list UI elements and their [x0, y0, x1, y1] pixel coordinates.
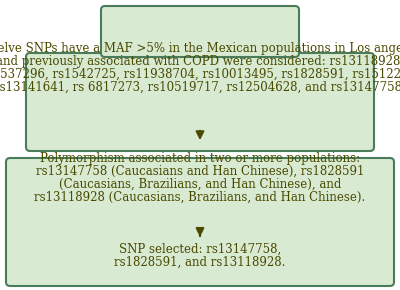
Text: rs13141641, rs 6817273, rs10519717, rs12504628, and rs13147758.: rs13141641, rs 6817273, rs10519717, rs12…: [0, 81, 400, 94]
FancyBboxPatch shape: [26, 53, 374, 151]
Text: Polymorphism associated in two or more populations:: Polymorphism associated in two or more p…: [40, 152, 360, 165]
FancyBboxPatch shape: [6, 158, 394, 286]
Text: rs6537296, rs1542725, rs11938704, rs10013495, rs1828591, rs1512282,: rs6537296, rs1542725, rs11938704, rs1001…: [0, 68, 400, 81]
Text: rs1828591, and rs13118928.: rs1828591, and rs13118928.: [114, 256, 286, 269]
Text: Twelve SNPs have a MAF >5% in the Mexican populations in Los angeles: Twelve SNPs have a MAF >5% in the Mexica…: [0, 42, 400, 55]
FancyBboxPatch shape: [101, 6, 299, 57]
Text: and previously associated with COPD were considered: rs13118928,: and previously associated with COPD were…: [0, 55, 400, 68]
Text: rs13147758 (Caucasians and Han Chinese), rs1828591: rs13147758 (Caucasians and Han Chinese),…: [36, 165, 364, 178]
Text: rs13118928 (Caucasians, Brazilians, and Han Chinese).: rs13118928 (Caucasians, Brazilians, and …: [34, 191, 366, 204]
Text: SNP selected: rs13147758,: SNP selected: rs13147758,: [119, 243, 281, 256]
Text: (Caucasians, Brazilians, and Han Chinese), and: (Caucasians, Brazilians, and Han Chinese…: [59, 178, 341, 191]
